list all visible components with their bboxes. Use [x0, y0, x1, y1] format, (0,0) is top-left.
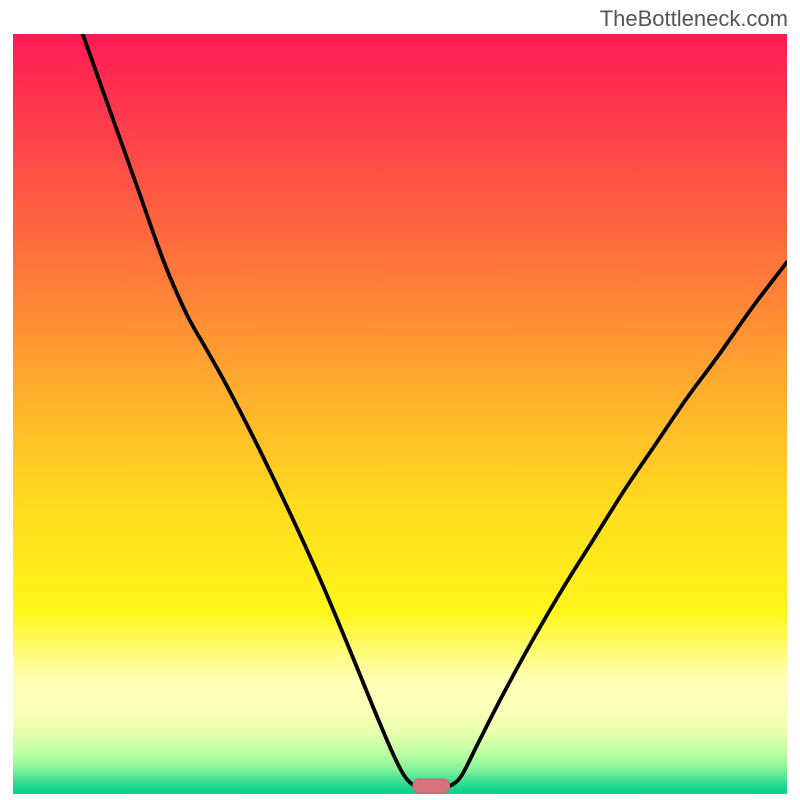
chart-curve-svg	[13, 34, 787, 794]
optimal-point-marker	[412, 779, 450, 794]
bottleneck-curve	[83, 34, 787, 787]
bottleneck-chart	[13, 34, 787, 794]
watermark-text: TheBottleneck.com	[600, 6, 788, 32]
